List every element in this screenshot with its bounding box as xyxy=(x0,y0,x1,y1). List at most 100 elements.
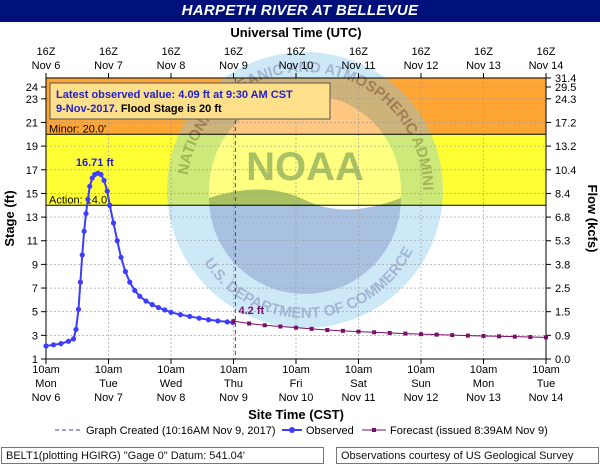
x-top-tick-label: Nov 10 xyxy=(279,60,314,72)
forecast-point xyxy=(465,333,470,338)
y-right-tick-label: 2.5 xyxy=(555,283,570,295)
x-top-tick-label: 16Z xyxy=(474,46,493,58)
x-top-tick-label: Nov 14 xyxy=(529,60,564,72)
x-bottom-tick-label: Mon xyxy=(473,378,494,390)
y-left-tick-label: 23 xyxy=(26,94,38,106)
x-top-tick-label: Nov 13 xyxy=(466,60,501,72)
y-right-tick-label: 1.5 xyxy=(555,307,570,319)
x-bottom-tick-label: Nov 11 xyxy=(341,392,375,404)
legend-forecast-marker xyxy=(372,428,376,432)
observed-point xyxy=(132,287,138,294)
observed-point xyxy=(87,183,93,189)
y-right-tick-label: 17.2 xyxy=(555,117,576,129)
legend-forecast-label: Forecast (issued 8:39AM Nov 9) xyxy=(390,425,548,437)
forecast-point xyxy=(294,325,298,330)
forecast-point xyxy=(512,334,517,339)
forecast-point xyxy=(434,332,439,337)
forecast-point xyxy=(497,334,502,339)
legend-observed-marker xyxy=(289,427,295,433)
forecast-point xyxy=(528,335,533,340)
x-bottom-tick-label: 10am xyxy=(220,364,248,376)
observed-point xyxy=(162,307,168,313)
x-bottom-tick-label: Nov 8 xyxy=(157,392,186,404)
observed-point xyxy=(83,210,89,217)
x-bottom-tick-label: 10am xyxy=(345,364,373,376)
x-bottom-tick-label: Nov 9 xyxy=(219,392,248,404)
credit-box: Observations courtesy of US Geological S… xyxy=(336,447,599,464)
y-left-tick-label: 17 xyxy=(26,165,38,177)
observed-point xyxy=(65,338,72,344)
x-bottom-tick-label: 10am xyxy=(470,364,498,376)
info-box-date: 9-Nov-2017. xyxy=(56,103,121,115)
observed-point xyxy=(75,306,82,312)
y-left-tick-label: 24 xyxy=(26,82,38,94)
observed-point xyxy=(114,238,120,244)
forecast-point xyxy=(481,333,486,338)
forecast-point xyxy=(309,326,314,331)
observed-point xyxy=(70,336,77,342)
x-bottom-tick-label: 10am xyxy=(95,364,123,376)
x-bottom-tick-label: 10am xyxy=(32,364,60,376)
info-box xyxy=(49,82,331,120)
observed-point xyxy=(215,318,221,324)
legend-observed-label: Observed xyxy=(306,425,354,437)
y-left-tick-label: 21 xyxy=(26,117,38,129)
observed-point xyxy=(50,342,57,348)
x-bottom-tick-label: Nov 13 xyxy=(466,392,501,404)
observed-point xyxy=(168,309,174,315)
y-right-tick-label: 5.3 xyxy=(555,236,570,248)
observed-point xyxy=(43,343,49,349)
x-bottom-tick-label: 10am xyxy=(407,364,435,376)
info-box-line2: 9-Nov-2017. Flood Stage is 20 ft xyxy=(56,103,222,115)
x-top-axis-title: Universal Time (UTC) xyxy=(230,25,361,40)
x-bottom-tick-label: Thu xyxy=(224,378,243,390)
forecast-point xyxy=(419,332,423,337)
x-bottom-tick-label: Nov 14 xyxy=(529,392,564,404)
observed-point xyxy=(118,254,124,260)
y-left-tick-label: 13 xyxy=(26,212,38,224)
x-bottom-tick-label: 10am xyxy=(282,364,310,376)
forecast-point xyxy=(450,333,455,338)
x-top-tick-label: Nov 11 xyxy=(341,60,375,72)
x-bottom-tick-label: Tue xyxy=(537,378,556,390)
noaa-watermark-text: NOAA xyxy=(246,145,364,189)
x-top-tick-label: 16Z xyxy=(162,46,181,58)
x-bottom-tick-label: Mon xyxy=(35,378,56,390)
y-right-axis-title: Flow (kcfs) xyxy=(585,185,600,253)
x-bottom-tick-label: 10am xyxy=(532,364,560,376)
observed-point xyxy=(110,220,117,226)
x-top-tick-label: 16Z xyxy=(99,46,118,58)
x-bottom-tick-label: Nov 7 xyxy=(94,392,123,404)
observed-point xyxy=(107,202,113,208)
x-bottom-tick-label: Nov 10 xyxy=(279,392,314,404)
forecast-point xyxy=(278,324,283,329)
x-bottom-tick-label: Sat xyxy=(350,378,367,390)
observed-point xyxy=(77,279,83,285)
y-left-tick-label: 3 xyxy=(32,330,38,342)
forecast-point xyxy=(262,323,267,328)
x-bottom-axis-title: Site Time (CST) xyxy=(248,407,344,422)
observed-point xyxy=(224,319,230,325)
forecast-point xyxy=(340,328,345,333)
observed-point xyxy=(196,315,202,321)
noaa-bird-shape xyxy=(209,189,401,294)
y-left-tick-label: 5 xyxy=(32,307,38,319)
x-bottom-tick-label: 10am xyxy=(157,364,185,376)
forecast-point xyxy=(372,330,377,335)
forecast-point xyxy=(387,330,392,335)
y-right-tick-label: 0.9 xyxy=(555,330,570,342)
gage-datum-box: BELT1(plotting HGIRG) "Gage 0" Datum: 54… xyxy=(1,447,324,464)
x-bottom-tick-label: Fri xyxy=(290,378,303,390)
chart-title: HARPETH RIVER AT BELLEVUE xyxy=(181,2,419,19)
observed-point xyxy=(187,313,193,320)
noaa-outer-ring xyxy=(167,52,443,328)
grid-lines xyxy=(46,78,546,359)
y-left-tick-label: 9 xyxy=(32,259,38,271)
forecast-point xyxy=(247,321,252,326)
x-bottom-tick-label: Nov 6 xyxy=(32,392,61,404)
y-right-tick-label: 6.8 xyxy=(555,212,570,224)
y-right-tick-label: 29.5 xyxy=(555,82,576,94)
observed-point xyxy=(85,196,91,202)
x-top-tick-label: 16Z xyxy=(224,46,243,58)
